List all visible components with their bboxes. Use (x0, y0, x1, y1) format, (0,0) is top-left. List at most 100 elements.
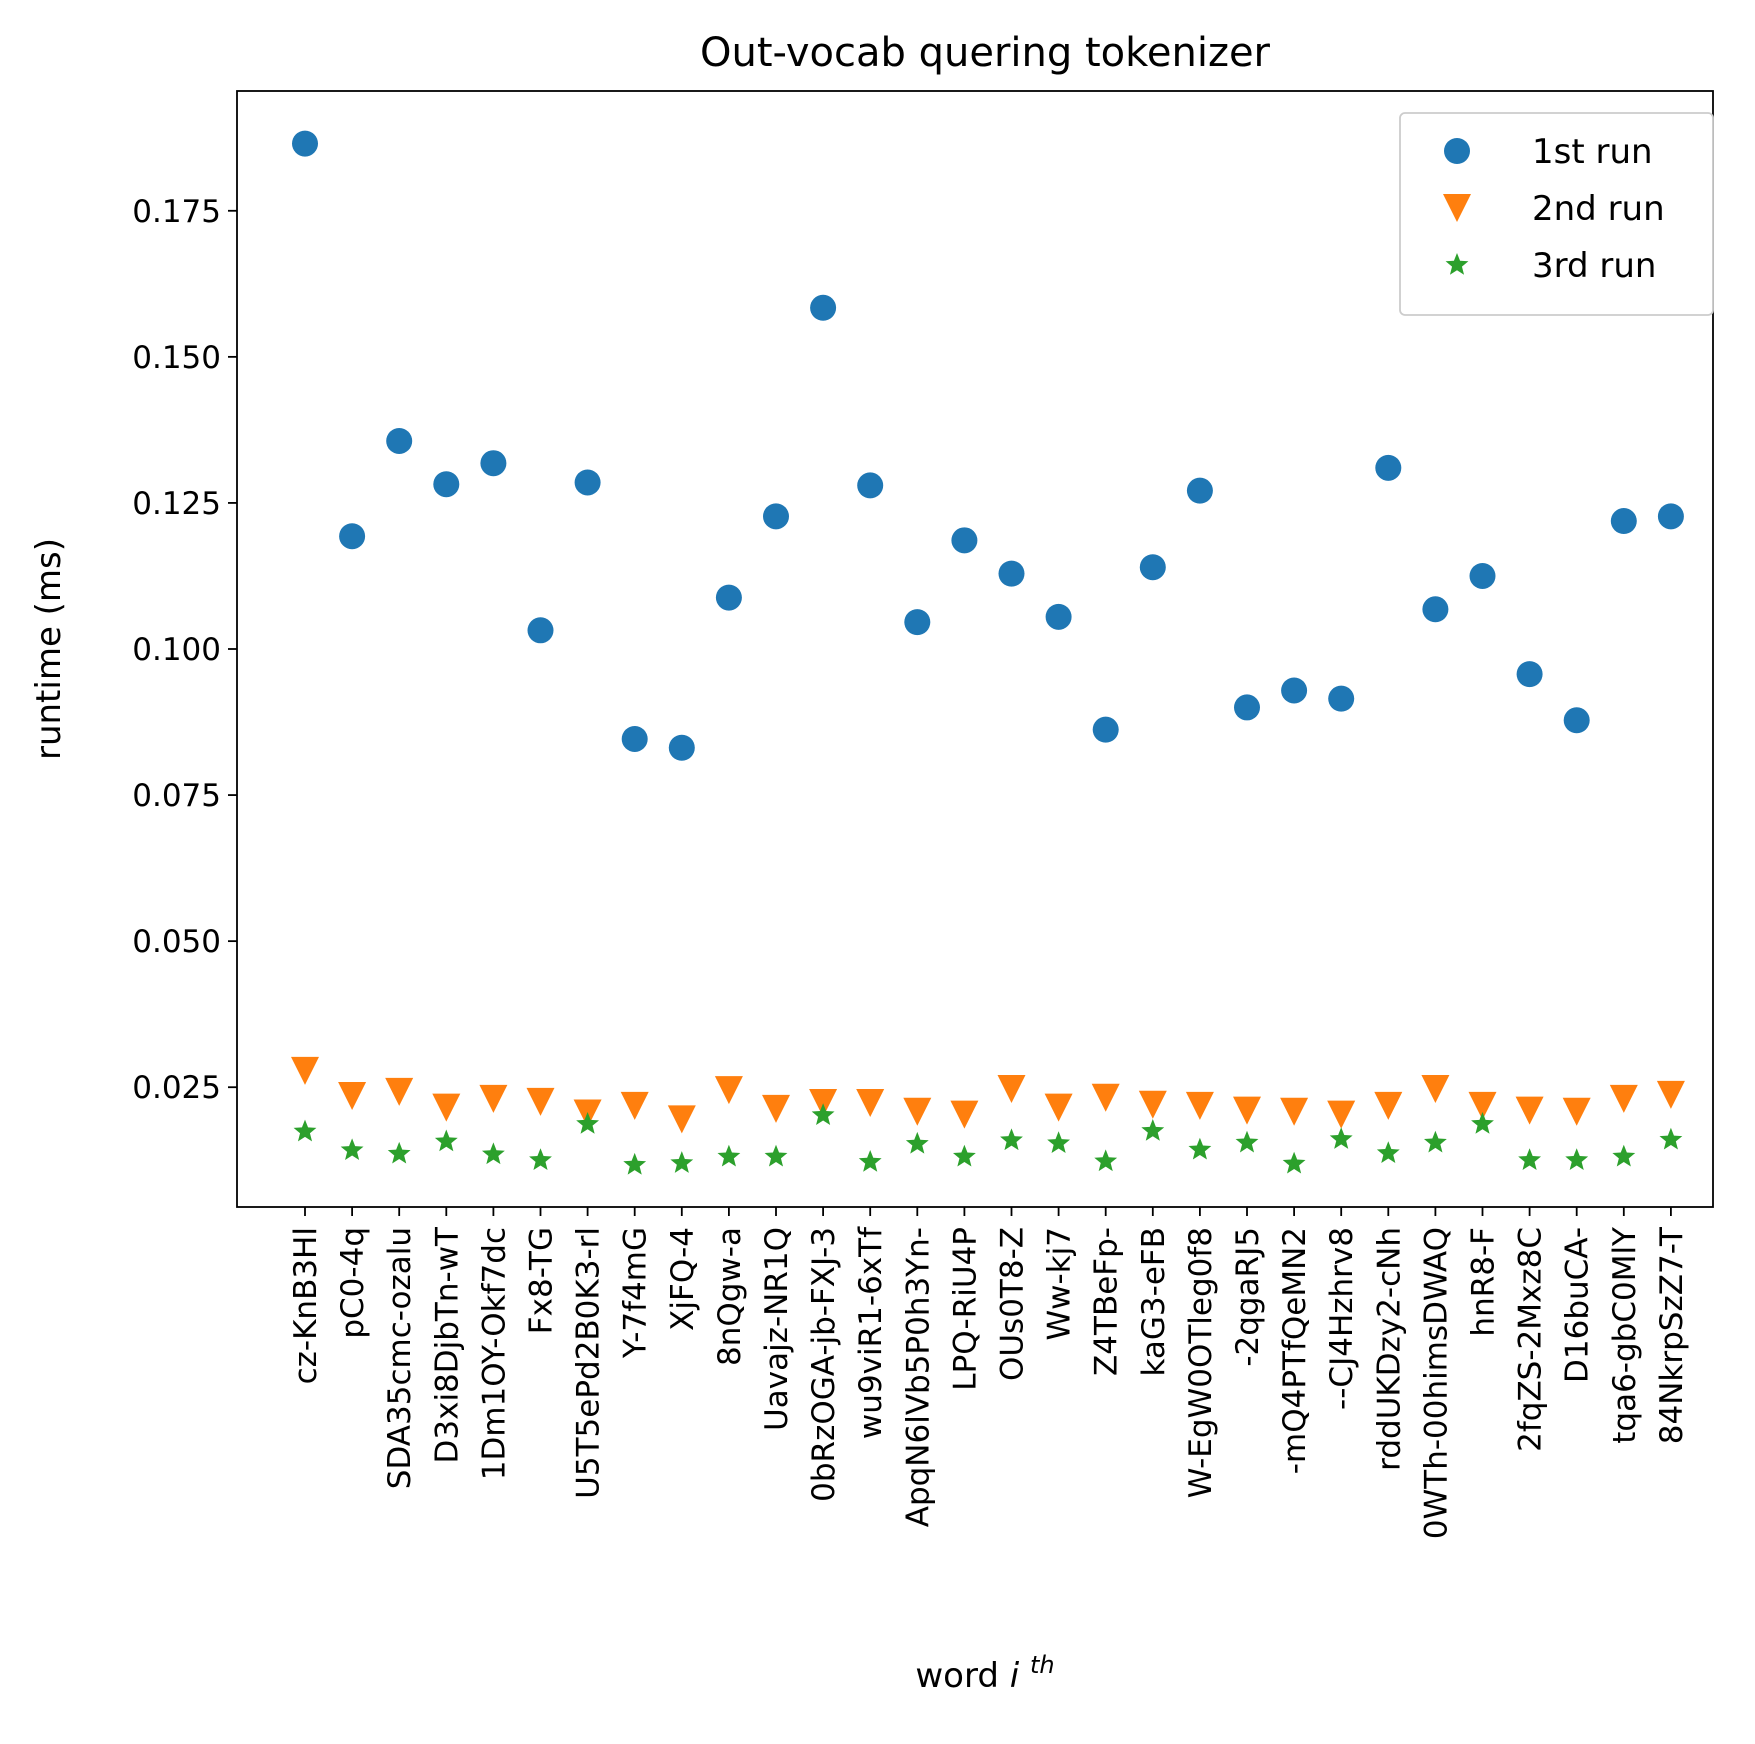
data-point (667, 1105, 696, 1134)
data-point (1612, 1144, 1636, 1167)
x-tick-label: Uavajz-NR1Q (759, 1227, 795, 1431)
y-tick-label: 0.050 (132, 924, 221, 960)
x-tick-label: 84NkrpSzZ7-T (1654, 1226, 1690, 1444)
data-point (1656, 1080, 1685, 1109)
data-point (481, 1142, 505, 1165)
x-tick-label: Y-7f4mG (618, 1227, 654, 1359)
data-point (480, 450, 507, 477)
data-point (1562, 1097, 1591, 1126)
series-3 (293, 1103, 1683, 1175)
data-point (1563, 707, 1590, 734)
data-point (857, 472, 884, 499)
data-point (1281, 677, 1308, 704)
data-point (763, 503, 789, 530)
data-point (1141, 1119, 1165, 1141)
data-point (433, 471, 460, 498)
data-point (387, 1141, 411, 1164)
data-point (809, 1088, 838, 1117)
data-point (1375, 454, 1402, 481)
y-tick-label: 0.025 (132, 1070, 221, 1106)
data-point (1469, 562, 1496, 589)
data-point (620, 1091, 649, 1120)
data-point (1421, 1074, 1450, 1103)
data-point (998, 560, 1025, 587)
data-point (292, 130, 318, 157)
data-point (670, 1151, 694, 1173)
data-point (764, 1144, 788, 1167)
data-point (432, 1093, 461, 1122)
y-tick-label: 0.150 (132, 340, 221, 376)
data-series-layer (291, 130, 1685, 1175)
x-tick-label: W-EgW0OTleg0f8 (1183, 1227, 1219, 1498)
data-point (386, 427, 413, 454)
legend-items: 1st run 2nd run 3rd run (1443, 132, 1665, 286)
legend-label-3: 3rd run (1532, 246, 1656, 286)
x-tick-label: Ww-kj7 (1042, 1227, 1078, 1340)
data-point (1328, 685, 1355, 712)
x-tick-label: SDA35cmc-ozalu (382, 1227, 418, 1489)
x-tick-label: Z4TBeFp- (1089, 1227, 1125, 1376)
data-point (529, 1148, 552, 1170)
data-point (1468, 1091, 1497, 1120)
x-tick-label: tqa6-gbC0MlY (1607, 1227, 1643, 1444)
data-point (1610, 508, 1637, 535)
data-point (1045, 603, 1072, 630)
y-axis-ticks: 0.025 0.050 0.075 0.100 0.125 0.150 0.175 (132, 194, 237, 1106)
data-point (1185, 1091, 1214, 1120)
x-axis-label-i: i (1010, 1656, 1020, 1696)
x-tick-label: LPQ-RiU4P (947, 1227, 983, 1391)
data-point (1092, 716, 1119, 743)
legend-frame (1399, 112, 1714, 316)
data-point (1376, 1141, 1400, 1163)
data-point (527, 617, 554, 644)
x-tick-label: 2fqZS-2Mxz8C (1513, 1227, 1549, 1452)
data-point (905, 1131, 929, 1154)
data-point (1471, 1112, 1494, 1134)
data-point (1374, 1091, 1403, 1120)
data-point (856, 1088, 885, 1117)
series-1 (292, 130, 1684, 761)
data-point (714, 1076, 743, 1105)
data-point (1515, 1096, 1544, 1125)
x-tick-label: XjFQ-4 (665, 1227, 701, 1331)
data-point (291, 1056, 319, 1085)
data-point (950, 1100, 979, 1129)
legend-label-1: 1st run (1532, 132, 1653, 172)
data-point (668, 734, 695, 761)
data-point (1000, 1128, 1023, 1151)
data-point (338, 1081, 367, 1110)
data-point (385, 1077, 414, 1106)
x-tick-label: -2qgaRJ5 (1230, 1227, 1266, 1367)
data-point (1235, 1130, 1259, 1153)
x-axis-label-word: word (915, 1656, 999, 1696)
data-point (340, 1138, 364, 1161)
data-point (810, 294, 837, 321)
x-tick-label: wu9viR1-6xTf (853, 1226, 889, 1439)
x-tick-label: rddUKDzy2-cNh (1371, 1227, 1407, 1471)
x-tick-label: kaG3-eFB (1136, 1227, 1172, 1377)
data-point (1659, 1127, 1683, 1150)
data-point (479, 1084, 508, 1113)
y-axis-label: runtime (ms) (29, 538, 69, 760)
data-point (1657, 503, 1684, 530)
data-point (715, 584, 742, 611)
x-axis-label: word i th (915, 1651, 1054, 1696)
y-tick-label: 0.125 (132, 486, 221, 522)
data-point (1139, 554, 1166, 581)
legend: 1st run 2nd run 3rd run (1399, 112, 1714, 316)
x-tick-label: OUs0T8-Z (995, 1227, 1031, 1381)
y-tick-label: 0.100 (132, 632, 221, 668)
x-axis-ticks: cz-KnB3Hl pC0-4q SDA35cmc-ozalu D3xi8DjbTn-… (288, 1207, 1690, 1539)
data-point (858, 1150, 882, 1172)
data-point (1044, 1093, 1073, 1122)
x-tick-label: D3xi8DjbTn-wT (429, 1226, 465, 1464)
x-tick-label: ApqN6lVb5P0h3Yn- (900, 1227, 936, 1527)
x-tick-label: -mQ4PTfQeMN2 (1277, 1227, 1313, 1474)
data-point (574, 469, 601, 496)
x-tick-label: 1Dm1OY-Okf7dc (476, 1227, 512, 1480)
data-point (1609, 1084, 1638, 1113)
data-point (717, 1144, 741, 1167)
data-point (762, 1094, 790, 1123)
data-point (904, 609, 931, 636)
